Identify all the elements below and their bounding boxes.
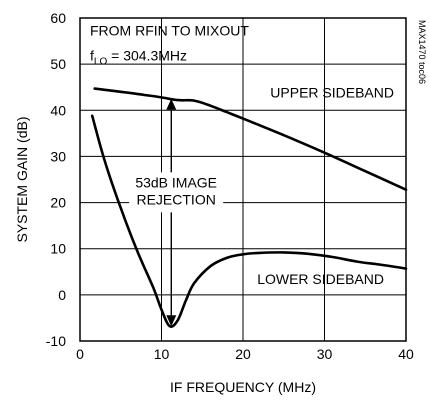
- annotation-lo-value: = 304.3MHz: [107, 47, 187, 63]
- rejection-arrowhead-up: [166, 98, 177, 110]
- y-tick-label: 50: [50, 56, 66, 72]
- y-tick-label: 10: [50, 241, 66, 257]
- annotation-f: f: [90, 47, 94, 63]
- rejection-label-line2: REJECTION: [136, 191, 215, 207]
- figure-code: MAX1470 toc06: [417, 20, 427, 84]
- plot-frame: [79, 17, 407, 342]
- rejection-label-background: [129, 172, 224, 213]
- y-tick-label: 60: [50, 10, 66, 26]
- annotation-source: FROM RFIN TO MIXOUT: [90, 23, 249, 39]
- x-tick-label: 20: [235, 346, 251, 362]
- upper-sideband-label: UPPER SIDEBAND: [270, 84, 394, 100]
- x-tick-label: 30: [317, 346, 333, 362]
- x-tick-label: 0: [76, 346, 84, 362]
- grid-lines: [80, 18, 406, 341]
- y-axis-title: SYSTEM GAIN (dB): [14, 116, 30, 242]
- rejection-label-line1: 53dB IMAGE: [135, 174, 217, 190]
- upper-sideband-line: [93, 87, 408, 191]
- y-tick-label: 0: [58, 287, 66, 303]
- annotation-lo-frequency: fLO = 304.3MHz: [90, 47, 187, 67]
- image-rejection-arrow: [166, 98, 177, 327]
- x-tick-label: 10: [154, 346, 170, 362]
- y-tick-label: 40: [50, 102, 66, 118]
- y-tick-label: 20: [50, 195, 66, 211]
- lower-sideband-line: [90, 114, 408, 328]
- x-tick-label: 40: [398, 346, 414, 362]
- tick-labels: 0 10 20 30 40 -10 0 10 20 30 40 50 60: [46, 10, 414, 362]
- series-curves: [90, 87, 408, 328]
- y-tick-label: -10: [46, 333, 66, 349]
- annotation-lo-subscript: LO: [94, 56, 108, 67]
- y-tick-label: 30: [50, 148, 66, 164]
- x-axis-title: IF FREQUENCY (MHz): [170, 379, 316, 395]
- rejection-arrowhead-down: [166, 315, 177, 327]
- lower-sideband-label: LOWER SIDEBAND: [257, 271, 384, 287]
